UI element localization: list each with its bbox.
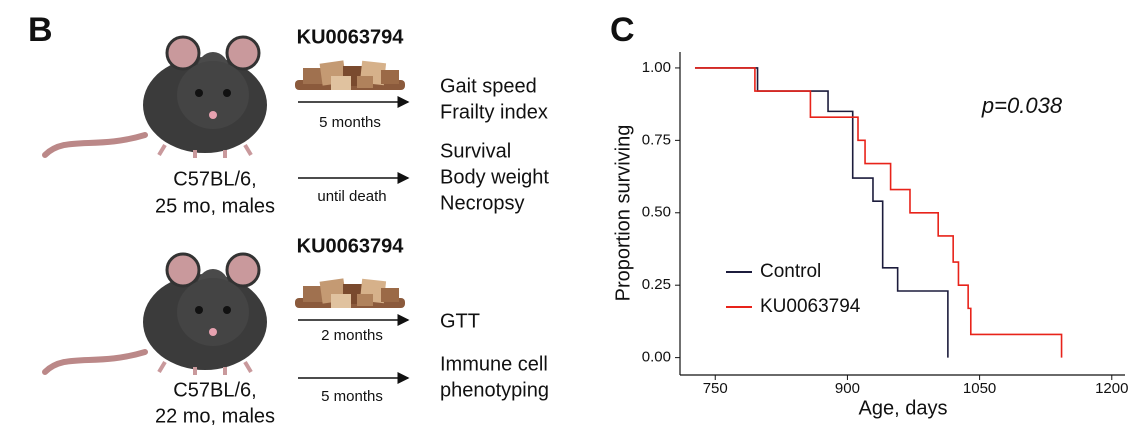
legend-label: Control <box>760 261 821 282</box>
outcome: Gait speed <box>440 75 537 97</box>
legend-label: KU0063794 <box>760 296 861 317</box>
x-tick-label: 1050 <box>963 380 996 397</box>
treatment: KU0063794 <box>297 235 405 257</box>
y-tick-label: 0.50 <box>642 204 671 221</box>
panel-label: B <box>28 11 53 49</box>
strain: C57BL/6, <box>173 168 256 190</box>
x-tick-label: 750 <box>703 380 728 397</box>
x-tick-label: 1200 <box>1095 380 1128 397</box>
outcome: phenotyping <box>440 379 549 401</box>
x-axis-title: Age, days <box>859 397 948 419</box>
panel-label: C <box>610 11 635 49</box>
outcome: Necropsy <box>440 192 524 214</box>
duration: 5 months <box>321 388 383 405</box>
outcome: Frailty index <box>440 101 548 123</box>
duration: 5 months <box>319 114 381 131</box>
strain: 25 mo, males <box>155 195 275 217</box>
annotation: p=0.038 <box>981 93 1063 118</box>
y-axis-title: Proportion surviving <box>612 125 634 302</box>
mouse-icon <box>45 254 267 375</box>
x-tick-label: 900 <box>835 380 860 397</box>
drug-pellets <box>295 278 405 308</box>
outcome: Survival <box>440 140 511 162</box>
y-tick-label: 0.00 <box>642 349 671 366</box>
duration: 2 months <box>321 327 383 344</box>
y-tick-label: 0.25 <box>642 276 671 293</box>
duration: until death <box>317 188 386 205</box>
strain: 22 mo, males <box>155 405 275 427</box>
outcome: GTT <box>440 310 480 332</box>
mouse-icon <box>45 37 267 158</box>
drug-pellets <box>295 60 405 90</box>
outcome: Immune cell <box>440 353 548 375</box>
outcome: Body weight <box>440 166 549 188</box>
y-tick-label: 1.00 <box>642 59 671 76</box>
strain: C57BL/6, <box>173 379 256 401</box>
y-tick-label: 0.75 <box>642 131 671 148</box>
treatment: KU0063794 <box>297 26 405 48</box>
survival-curve <box>694 67 1063 358</box>
